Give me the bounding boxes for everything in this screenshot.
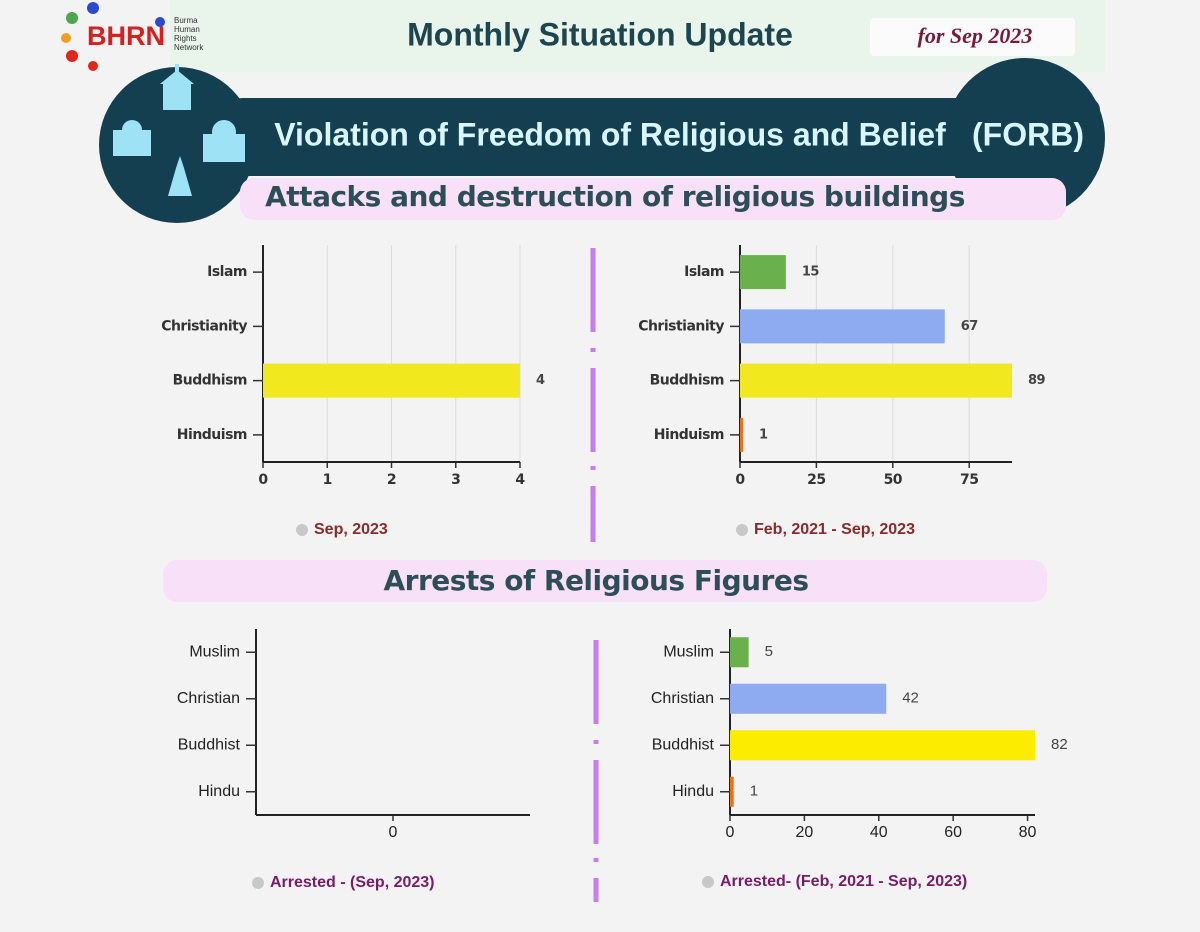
religion-icons	[113, 64, 245, 196]
x-tick-label: 0	[389, 824, 398, 841]
y-tick-label: Hindu	[198, 783, 240, 800]
logo-caption: Human	[174, 25, 200, 34]
y-tick-label: Muslim	[189, 643, 240, 660]
legend-marker	[252, 877, 264, 889]
banner	[230, 98, 1100, 176]
bar	[730, 683, 887, 714]
legend-label: Feb, 2021 - Sep, 2023	[754, 521, 915, 538]
x-tick-label: 3	[451, 472, 460, 488]
y-tick-label: Buddhism	[650, 373, 724, 389]
y-tick-label: Christianity	[161, 318, 247, 334]
x-tick-label: 0	[726, 824, 735, 841]
x-tick-label: 25	[807, 472, 825, 488]
y-tick-label: Buddhism	[173, 373, 247, 389]
y-tick-label: Islam	[684, 264, 724, 280]
x-tick-label: 0	[735, 472, 745, 488]
value-label: 67	[961, 319, 979, 334]
x-tick-label: 60	[944, 824, 962, 841]
value-label: 15	[802, 265, 820, 280]
x-tick-label: 80	[1019, 824, 1037, 841]
section-bar	[163, 560, 1047, 602]
bar	[730, 730, 1035, 761]
value-label: 42	[902, 690, 919, 707]
logo: BHRN Burma Human Rights Network	[61, 2, 204, 71]
x-tick-label: 40	[870, 824, 888, 841]
legend-marker	[736, 524, 748, 536]
section-title: Arrests of Religious Figures	[383, 564, 808, 597]
divider	[590, 248, 599, 902]
y-tick-label: Christian	[177, 690, 240, 707]
x-tick-label: 75	[960, 472, 978, 488]
y-tick-label: Hinduism	[654, 427, 724, 443]
x-tick-label: 4	[515, 472, 525, 488]
x-tick-label: 0	[258, 472, 268, 488]
value-label: 1	[759, 427, 768, 442]
logo-caption: Burma	[174, 16, 198, 25]
bar	[730, 637, 749, 668]
value-label: 82	[1051, 736, 1068, 753]
x-tick-label: 50	[884, 472, 903, 488]
legend-label: Arrested- (Feb, 2021 - Sep, 2023)	[720, 873, 967, 890]
section-title: Attacks and destruction of religious bui…	[265, 180, 965, 213]
legend-label: Sep, 2023	[314, 521, 388, 538]
legend-marker	[296, 524, 308, 536]
bar	[740, 255, 786, 290]
value-label: 1	[750, 783, 758, 800]
y-tick-label: Christianity	[638, 318, 724, 334]
page-title: Monthly Situation Update	[407, 16, 793, 52]
bar	[740, 309, 945, 344]
logo-caption: Network	[174, 43, 204, 52]
value-label: 4	[536, 373, 545, 388]
banner-tag: (FORB)	[972, 116, 1084, 152]
y-tick-label: Buddhist	[652, 736, 715, 753]
x-tick-label: 2	[387, 472, 396, 488]
banner-title: Violation of Freedom of Religious and Be…	[274, 116, 946, 152]
section-bar	[240, 178, 1066, 220]
logo-caption: Rights	[174, 34, 197, 43]
value-label: 5	[765, 643, 773, 660]
bar	[740, 363, 1012, 398]
period: for Sep 2023	[918, 23, 1033, 48]
y-tick-label: Hindu	[672, 783, 714, 800]
value-label: 89	[1028, 373, 1046, 388]
period-box	[870, 18, 1075, 56]
bar	[730, 776, 734, 807]
y-tick-label: Christian	[651, 690, 714, 707]
x-tick-label: 20	[795, 824, 813, 841]
legend-marker	[702, 876, 714, 888]
y-tick-label: Muslim	[663, 643, 714, 660]
bar	[263, 363, 520, 398]
y-tick-label: Hinduism	[177, 427, 247, 443]
icon-circle	[99, 67, 255, 223]
x-tick-label: 1	[323, 472, 332, 488]
y-tick-label: Buddhist	[178, 736, 241, 753]
y-tick-label: Islam	[207, 264, 247, 280]
bar	[740, 417, 744, 452]
logo-text: BHRN	[87, 21, 165, 51]
legend-label: Arrested - (Sep, 2023)	[270, 874, 435, 891]
